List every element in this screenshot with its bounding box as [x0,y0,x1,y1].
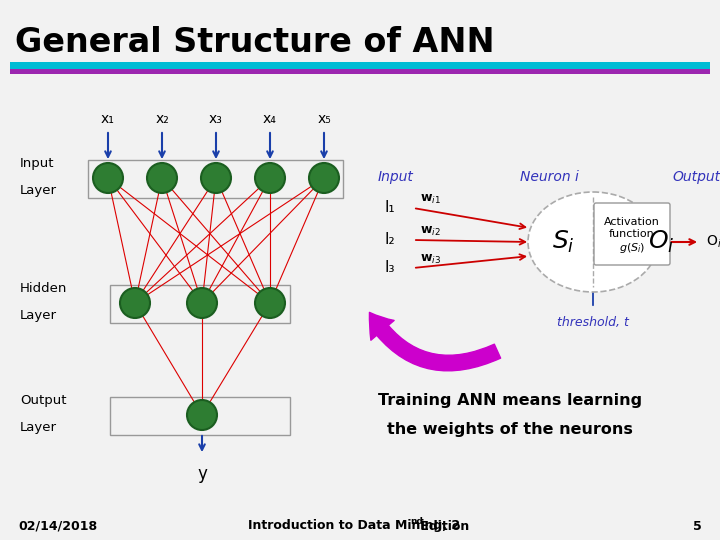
Bar [88,160,343,198]
Text: I₂: I₂ [385,233,395,247]
Bar [110,397,290,435]
Circle shape [201,163,231,193]
Text: Introduction to Data Mining, 2: Introduction to Data Mining, 2 [248,519,460,532]
Circle shape [309,163,339,193]
Text: $S_i$: $S_i$ [552,229,575,255]
Text: x₁: x₁ [101,112,115,126]
Text: x₄: x₄ [263,112,277,126]
Text: Edition: Edition [416,519,469,532]
Ellipse shape [528,192,658,292]
Circle shape [147,163,177,193]
Text: threshold, t: threshold, t [557,316,629,329]
Circle shape [187,288,217,318]
Text: Activation
function
$g(S_i)$: Activation function $g(S_i)$ [604,217,660,254]
Text: Input: Input [20,157,55,170]
Bar [10,62,710,69]
Text: the weights of the neurons: the weights of the neurons [387,422,633,437]
Circle shape [255,288,285,318]
Text: Input: Input [378,170,414,184]
Text: 5: 5 [693,519,702,532]
FancyArrowPatch shape [369,312,500,371]
Text: Layer: Layer [20,309,57,322]
Text: O$_i$: O$_i$ [706,234,720,250]
Text: nd: nd [410,517,423,526]
Text: 02/14/2018: 02/14/2018 [18,519,97,532]
Text: y: y [197,465,207,483]
Text: x₃: x₃ [209,112,223,126]
Text: x₂: x₂ [155,112,169,126]
Bar [10,69,710,74]
FancyBboxPatch shape [594,203,670,265]
Text: General Structure of ANN: General Structure of ANN [15,25,495,58]
Text: x₅: x₅ [317,112,331,126]
Text: w$_{i1}$: w$_{i1}$ [420,192,441,206]
Text: Layer: Layer [20,421,57,434]
Circle shape [120,288,150,318]
Text: I₁: I₁ [385,200,395,215]
Circle shape [187,400,217,430]
Text: w$_{i3}$: w$_{i3}$ [420,252,441,266]
Circle shape [255,163,285,193]
Text: Output: Output [20,394,66,407]
Bar [110,285,290,323]
Text: Training ANN means learning: Training ANN means learning [378,393,642,408]
Text: Layer: Layer [20,184,57,197]
Circle shape [93,163,123,193]
Text: I₃: I₃ [385,260,395,275]
Text: $O_i$: $O_i$ [648,229,675,255]
Text: w$_{i2}$: w$_{i2}$ [420,225,441,238]
Text: Neuron i: Neuron i [520,170,579,184]
Text: Hidden: Hidden [20,282,68,295]
Text: Output: Output [672,170,720,184]
